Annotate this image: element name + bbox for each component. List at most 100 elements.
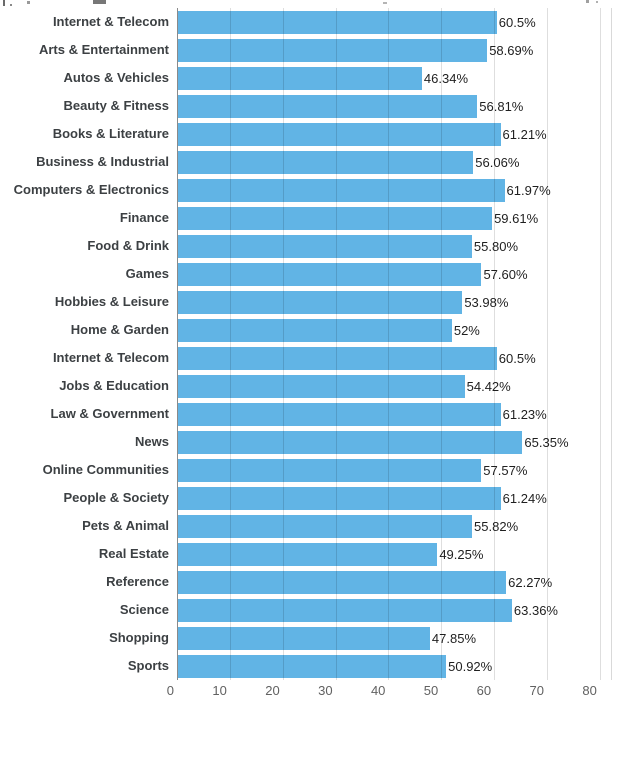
bar[interactable] — [177, 94, 478, 118]
value-label: 62.27% — [508, 574, 553, 590]
bar-row: 52% — [177, 316, 612, 344]
bar[interactable] — [177, 458, 482, 482]
value-label: 55.82% — [474, 518, 519, 534]
bar-row: 65.35% — [177, 428, 612, 456]
bar[interactable] — [177, 346, 497, 370]
bar[interactable] — [177, 234, 472, 258]
axis-tick-label: 20 — [265, 683, 280, 698]
value-label: 60.5% — [498, 14, 536, 30]
bar-row: 61.23% — [177, 400, 612, 428]
value-label: 63.36% — [513, 602, 558, 618]
axis-tick-label: 60 — [476, 683, 492, 698]
category-label: Computers & Electronics — [13, 182, 169, 197]
value-label: 58.69% — [489, 42, 534, 58]
category-label: Reference — [106, 574, 169, 589]
clipped-text-fragment — [93, 0, 106, 4]
category-label: Arts & Entertainment — [38, 42, 169, 57]
value-label: 49.25% — [439, 546, 484, 562]
bar[interactable] — [177, 10, 497, 34]
category-label: Shopping — [109, 630, 169, 645]
bar[interactable] — [177, 178, 505, 202]
category-label: News — [135, 434, 169, 449]
bar[interactable] — [177, 514, 473, 538]
bar-row: 55.82% — [177, 512, 612, 540]
bar[interactable] — [177, 570, 507, 594]
bar[interactable] — [177, 150, 474, 174]
bar[interactable] — [177, 402, 501, 426]
bar-row: 61.24% — [177, 484, 612, 512]
category-label: Autos & Vehicles — [63, 70, 169, 85]
bar-row: 55.80% — [177, 232, 612, 260]
bar[interactable] — [177, 654, 447, 678]
bar-row: 57.60% — [177, 260, 612, 288]
category-label: Real Estate — [98, 546, 169, 561]
bar[interactable] — [177, 626, 430, 650]
plot-area: 60.5% 58.69% 46.34% 56.81% 61.21% 56.06% 61.97… — [177, 8, 612, 680]
category-label: Home & Garden — [70, 322, 169, 337]
bar[interactable] — [177, 598, 512, 622]
bar[interactable] — [177, 542, 438, 566]
bar-row: 56.06% — [177, 148, 612, 176]
value-label: 61.24% — [502, 490, 547, 506]
clipped-text-fragment — [10, 4, 12, 6]
clipped-text-fragment — [3, 0, 5, 6]
category-label: Food & Drink — [87, 238, 169, 253]
value-label: 53.98% — [464, 294, 509, 310]
bar-row: 49.25% — [177, 540, 612, 568]
x-axis: 0 10 20 30 40 50 60 70 80 — [167, 683, 612, 699]
clipped-text-fragment — [383, 2, 387, 4]
bar[interactable] — [177, 290, 463, 314]
bar-row: 56.81% — [177, 92, 612, 120]
category-label: Finance — [119, 210, 169, 225]
bar-row: 54.42% — [177, 372, 612, 400]
value-label: 55.80% — [473, 238, 519, 254]
clipped-text-fragment — [27, 1, 30, 4]
category-label: Pets & Animal — [82, 518, 169, 533]
bar-row: 59.61% — [177, 204, 612, 232]
bar[interactable] — [177, 486, 501, 510]
bar[interactable] — [177, 122, 501, 146]
value-label: 61.97% — [506, 182, 551, 198]
value-label: 56.81% — [479, 98, 524, 114]
value-label: 60.5% — [498, 350, 536, 366]
category-labels: Internet & Telecom Arts & Entertainment Au… — [0, 8, 169, 680]
value-label: 61.23% — [502, 406, 547, 422]
bar-row: 62.27% — [177, 568, 612, 596]
value-label: 61.21% — [502, 126, 547, 142]
clipped-text-fragment — [596, 1, 598, 3]
category-label: Books & Literature — [52, 126, 169, 141]
clipped-text-fragment — [586, 0, 589, 3]
value-label: 54.42% — [466, 378, 511, 394]
category-label: Sports — [127, 658, 169, 673]
bar[interactable] — [177, 318, 452, 342]
category-label: Law & Government — [50, 406, 169, 421]
value-label: 59.61% — [494, 210, 539, 226]
axis-tick-label: 30 — [318, 683, 333, 698]
axis-tick-label: 80 — [582, 683, 597, 698]
category-label: Jobs & Education — [59, 378, 169, 393]
bar[interactable] — [177, 38, 488, 62]
bar[interactable] — [177, 430, 523, 454]
category-label: People & Society — [63, 490, 169, 505]
value-label: 47.85% — [431, 630, 476, 646]
bar[interactable] — [177, 206, 493, 230]
value-label: 46.34% — [423, 70, 469, 86]
bar-row: 60.5% — [177, 344, 612, 372]
axis-tick-label: 70 — [529, 683, 544, 698]
category-label: Science — [119, 602, 169, 617]
bar-row: 53.98% — [177, 288, 612, 316]
bar[interactable] — [177, 374, 465, 398]
category-label: Internet & Telecom — [52, 350, 169, 365]
bar-row: 61.97% — [177, 176, 612, 204]
category-label: Business & Industrial — [36, 154, 169, 169]
bar[interactable] — [177, 66, 422, 90]
category-label: Hobbies & Leisure — [54, 294, 169, 309]
bar-row: 61.21% — [177, 120, 612, 148]
bar-row: 60.5% — [177, 8, 612, 36]
axis-tick-label: 40 — [370, 683, 386, 698]
bar-row: 47.85% — [177, 624, 612, 652]
category-label: Internet & Telecom — [52, 14, 169, 29]
bar[interactable] — [177, 262, 482, 286]
value-label: 57.57% — [483, 462, 528, 478]
